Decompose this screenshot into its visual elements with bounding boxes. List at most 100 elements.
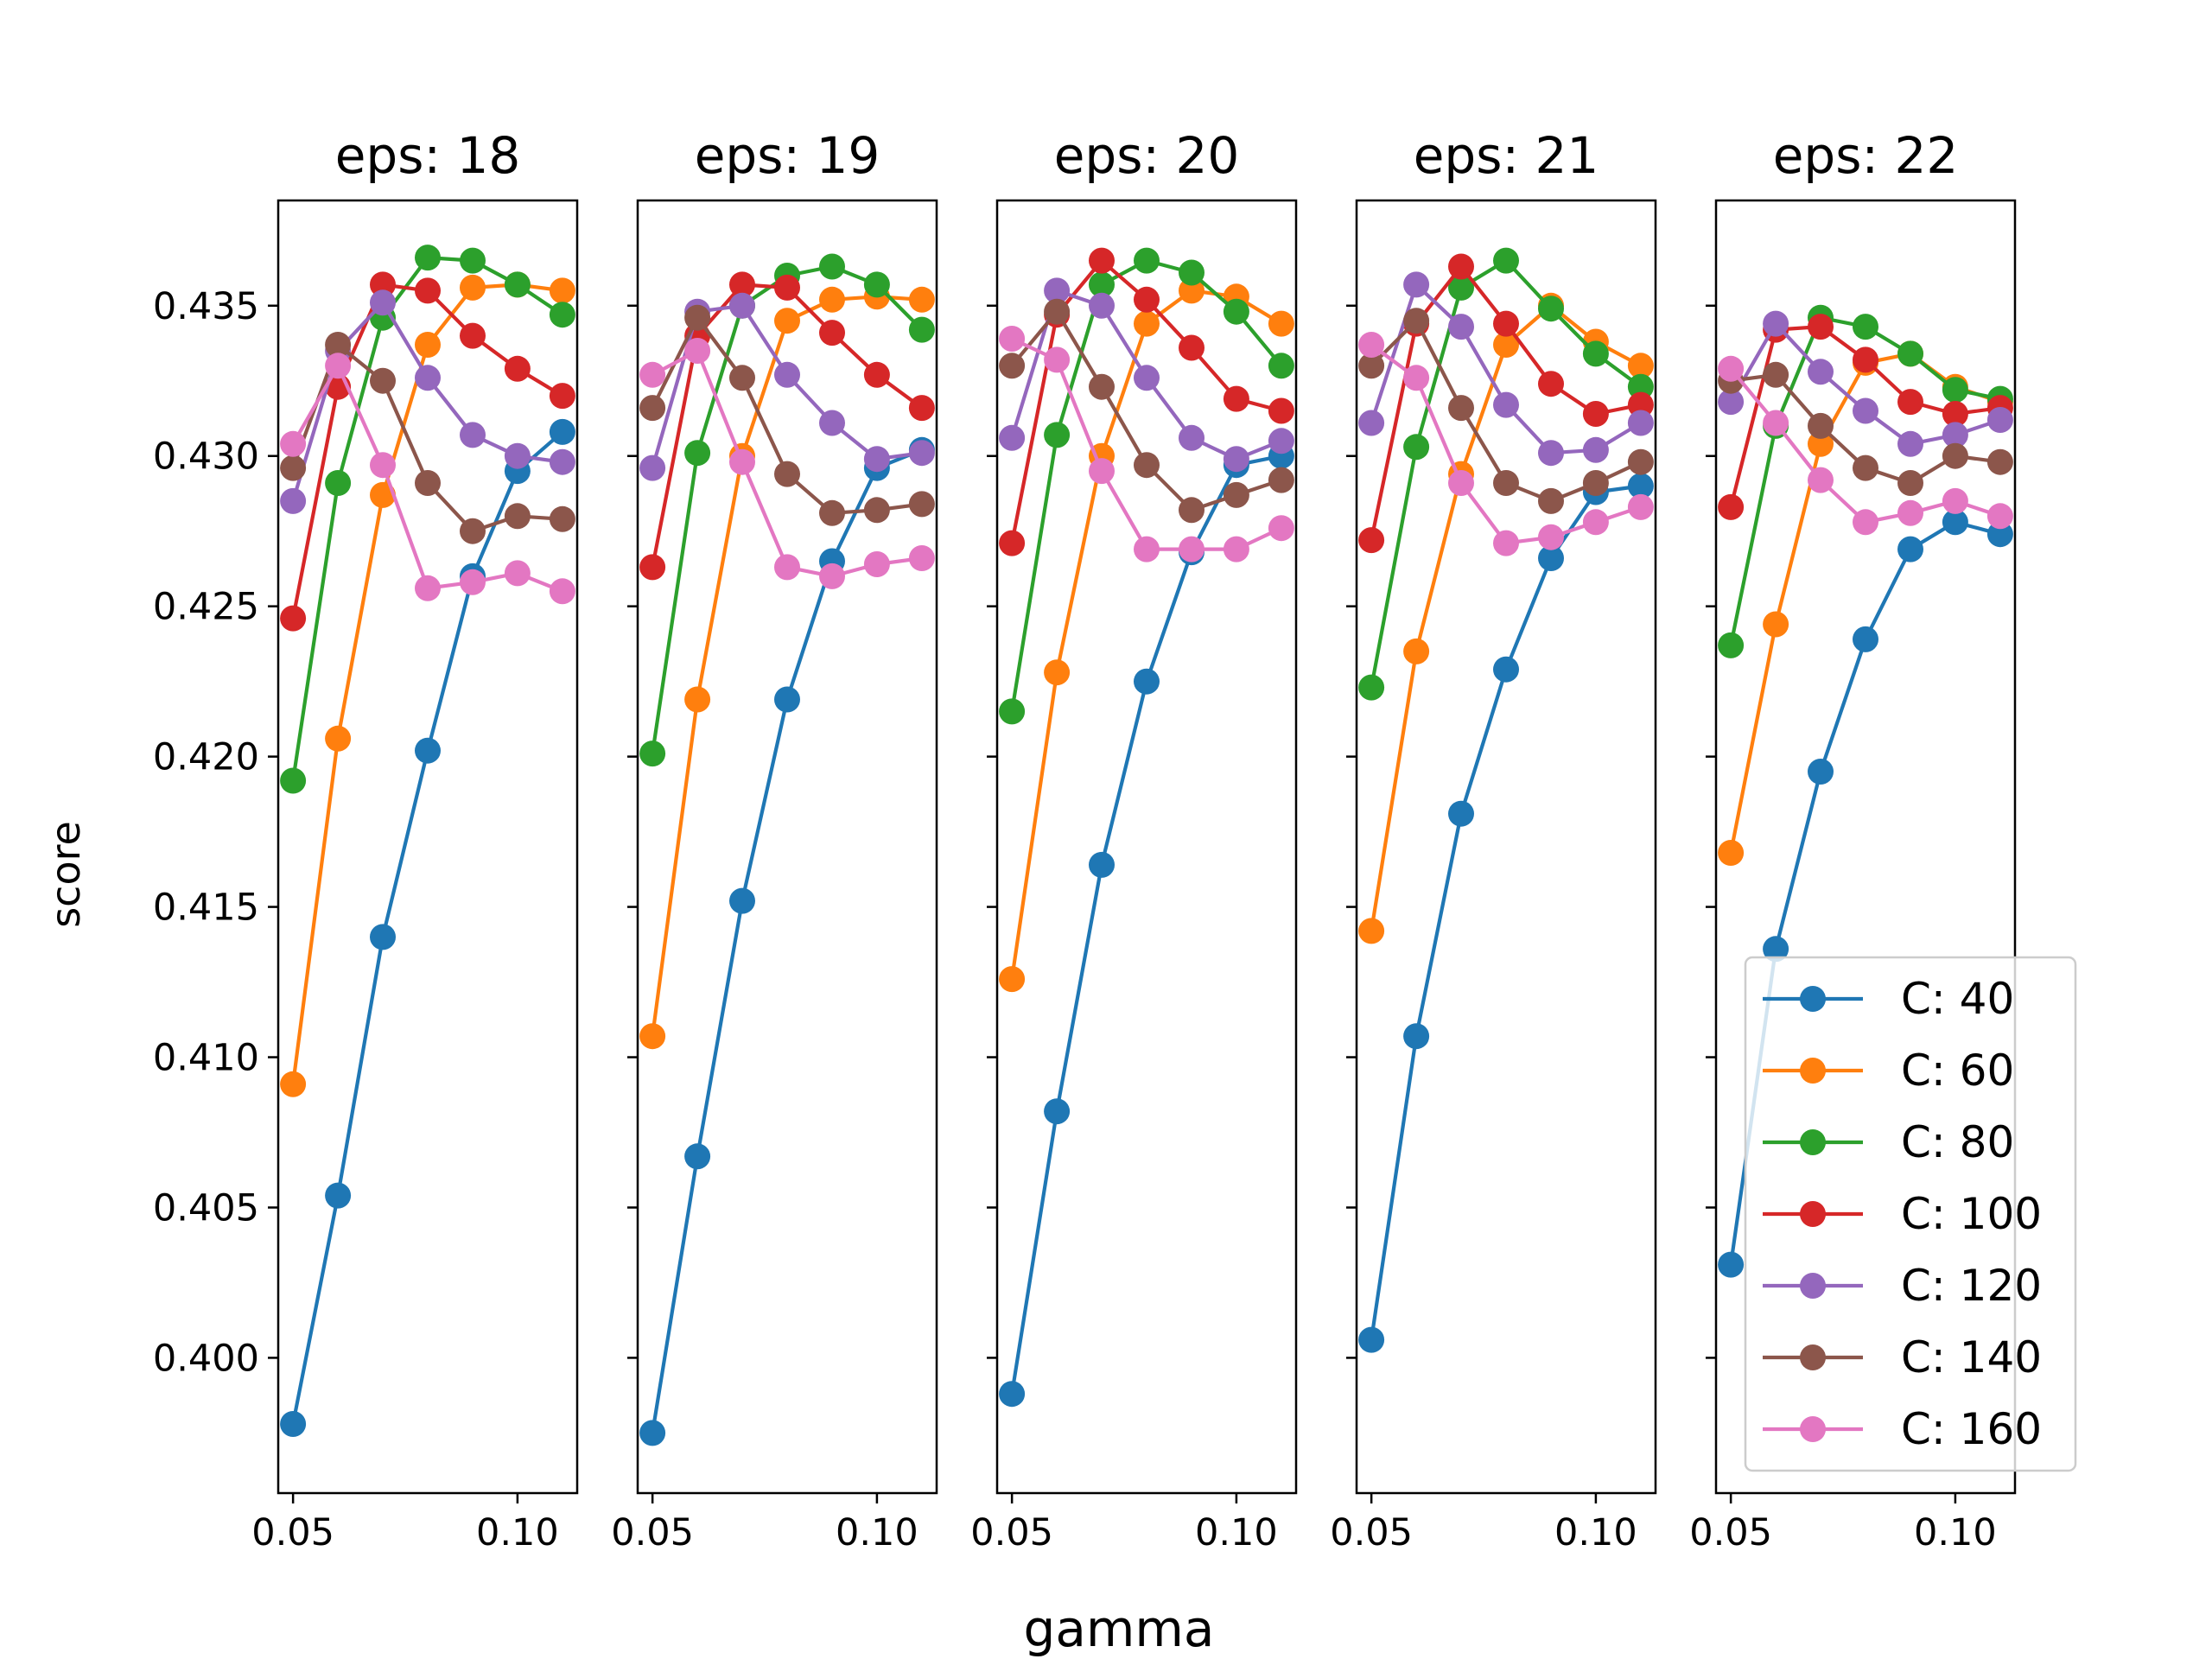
subplot-title: eps: 19 (695, 126, 880, 185)
data-point (774, 308, 800, 334)
subplot-5: 0.05 0.10 eps: 22 (1689, 126, 2017, 1554)
data-point (460, 518, 486, 544)
x-tick-label: 0.05 (1330, 1511, 1413, 1554)
data-point (774, 361, 800, 388)
data-point (1358, 674, 1385, 701)
legend-label: C: 40 (1901, 974, 2014, 1024)
series-c160 (999, 326, 1294, 563)
data-point (1853, 346, 1878, 373)
data-point (1582, 470, 1609, 496)
panels: 0.400 0.405 0.410 0.415 0.420 0.425 0.430 0.435… (153, 126, 2017, 1554)
data-point (1493, 332, 1519, 358)
data-point (1808, 467, 1834, 493)
y-tick-label: 0.400 (153, 1337, 259, 1380)
data-point (639, 361, 666, 388)
data-point (1223, 298, 1249, 325)
data-point (1942, 509, 1968, 536)
data-point (1179, 536, 1205, 563)
data-point (370, 452, 396, 479)
data-point (1134, 247, 1160, 274)
data-point (863, 497, 890, 524)
subplot-3: 0.05 0.10 eps: 20 (970, 126, 1298, 1554)
data-point (1763, 310, 1789, 337)
legend-label: C: 160 (1901, 1404, 2042, 1454)
data-point (1853, 397, 1878, 424)
series-c140 (1718, 361, 2013, 496)
data-point (1403, 365, 1430, 391)
data-point (1268, 353, 1294, 379)
series-c100 (280, 271, 575, 632)
legend-box (1744, 956, 2077, 1472)
series-c40 (1718, 509, 2013, 1278)
data-point (1763, 361, 1789, 388)
data-point (1853, 509, 1878, 536)
data-point (549, 302, 575, 328)
data-point (1089, 373, 1115, 400)
data-point (639, 1023, 666, 1050)
data-point (1627, 391, 1654, 418)
subplot-title: eps: 18 (335, 126, 521, 185)
data-point (504, 271, 531, 298)
data-point (1538, 524, 1564, 550)
data-point (1268, 310, 1294, 337)
data-point (370, 367, 396, 394)
series-c40 (1358, 473, 1654, 1353)
data-point (460, 247, 486, 274)
data-point (1223, 446, 1249, 473)
data-point (1179, 259, 1205, 286)
data-point (1808, 412, 1834, 439)
subplot-2: 0.05 0.10 eps: 19 (611, 126, 938, 1554)
data-point (280, 605, 307, 632)
x-tick-label: 0.10 (836, 1511, 918, 1554)
legend-label: C: 80 (1901, 1117, 2014, 1167)
data-point (549, 448, 575, 475)
data-point (1358, 353, 1385, 379)
data-point (1853, 454, 1878, 481)
legend-item: C: 100 (1763, 1189, 2042, 1239)
data-point (1718, 632, 1745, 658)
legend-label: C: 120 (1901, 1261, 2042, 1311)
subplot-title: eps: 20 (1054, 126, 1240, 185)
series-line (651, 448, 923, 1433)
data-point (1897, 340, 1923, 367)
data-point (774, 274, 800, 301)
data-point (1808, 359, 1834, 385)
data-point (1493, 247, 1519, 274)
data-point (1044, 298, 1071, 325)
x-tick-label: 0.05 (251, 1511, 334, 1554)
series-c80 (1358, 247, 1654, 701)
legend-label: C: 100 (1901, 1189, 2042, 1239)
data-point (774, 461, 800, 487)
data-point (280, 454, 307, 481)
x-tick-label: 0.05 (970, 1511, 1053, 1554)
data-point (684, 1143, 711, 1170)
data-point (1986, 407, 2013, 433)
data-point (819, 320, 845, 346)
data-point (639, 554, 666, 581)
data-point (1403, 1023, 1430, 1050)
series-c60 (999, 277, 1294, 993)
data-point (1223, 536, 1249, 563)
data-point (1538, 371, 1564, 397)
legend-marker (1800, 1273, 1826, 1299)
data-point (1448, 800, 1474, 827)
data-point (1582, 340, 1609, 367)
data-point (1808, 759, 1834, 785)
data-point (549, 505, 575, 532)
data-point (1134, 668, 1160, 695)
data-point (863, 446, 890, 473)
axes-frame (636, 199, 938, 1495)
series-c40 (999, 442, 1294, 1408)
series-c120 (999, 277, 1294, 473)
legend-marker (1800, 1129, 1826, 1155)
data-point (1044, 659, 1071, 686)
data-point (370, 289, 396, 316)
data-point (908, 395, 935, 422)
data-point (999, 698, 1026, 725)
data-point (1403, 308, 1430, 334)
series-c120 (1358, 271, 1654, 467)
data-point (1448, 314, 1474, 340)
data-point (1403, 638, 1430, 664)
data-point (729, 292, 755, 319)
data-point (1763, 936, 1789, 963)
